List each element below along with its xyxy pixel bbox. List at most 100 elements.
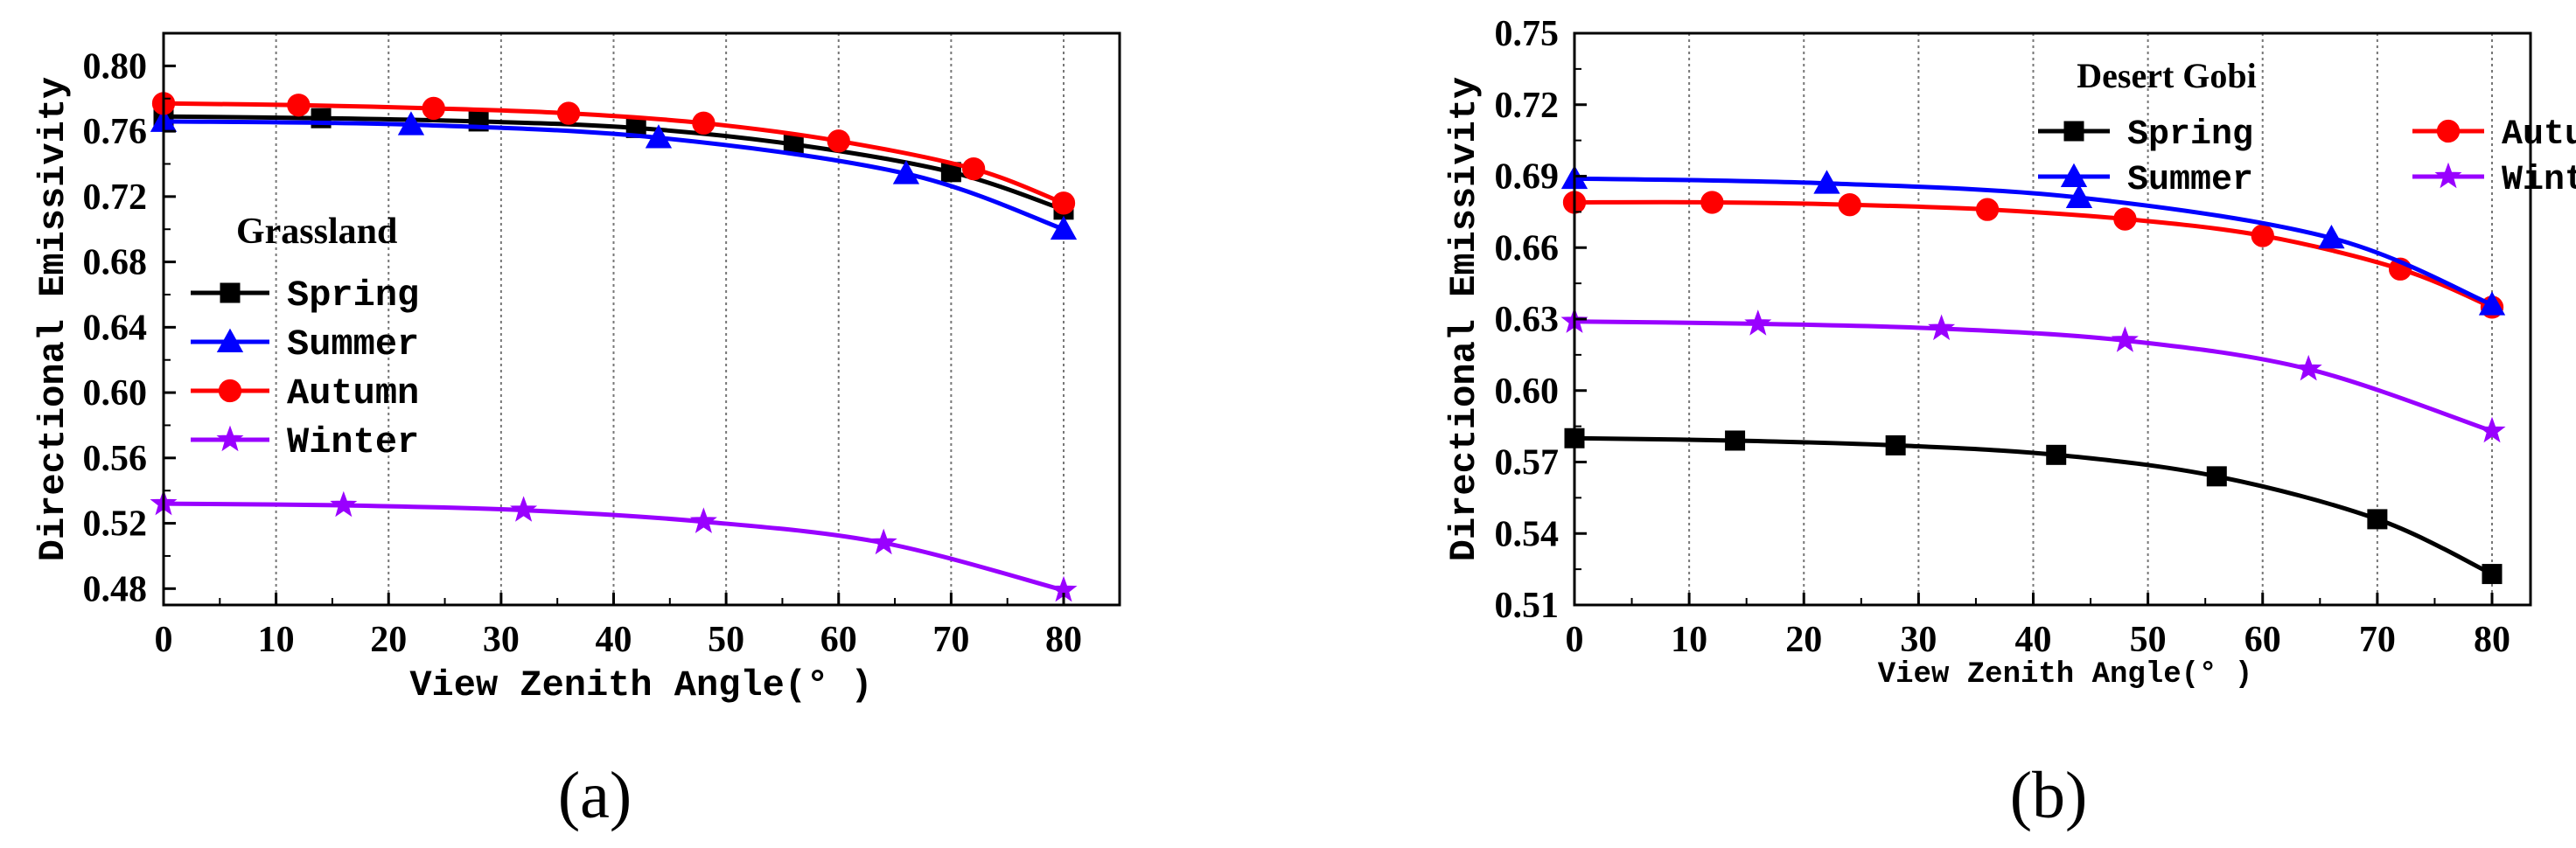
data-point-autumn [2113,207,2137,231]
series-line-autumn [1574,199,2493,309]
y-tick-label: 0.56 [83,439,148,479]
x-tick-label: 80 [1045,620,1082,660]
y-tick-label: 0.64 [83,308,148,348]
data-point-winter [510,496,538,522]
data-point-autumn [422,96,445,121]
legend-marker-winter [216,425,244,452]
x-tick-label: 40 [2015,620,2052,660]
x-tick-label: 60 [2244,620,2281,660]
y-tick-label: 0.72 [83,177,148,218]
x-tick-label: 40 [596,620,632,660]
data-point-spring [1725,430,1746,451]
series-line-summer [163,119,1065,232]
series-line-winter [1574,319,2493,434]
x-tick-label: 10 [1671,620,1707,660]
legend-label-spring: Spring [287,275,419,316]
legend-label-autumn: Autumn [287,372,419,414]
x-tick-label: 50 [2130,620,2167,660]
legend-label-winter: Winter [287,421,419,463]
data-point-autumn [287,94,311,117]
y-tick-label: 0.52 [83,504,148,545]
x-tick-label: 0 [155,620,173,660]
legend-marker-spring [2063,121,2084,142]
x-tick-label: 30 [483,620,520,660]
x-tick-label: 70 [932,620,969,660]
data-point-winter [2478,416,2506,443]
y-tick-label: 0.72 [1495,86,1560,126]
legend-marker-spring [220,282,241,303]
data-point-summer [1813,170,1840,194]
legend-label-winter: Winter [2502,161,2576,200]
data-point-winter [869,528,897,555]
y-tick-label: 0.66 [1495,228,1560,268]
data-point-winter [2294,354,2322,381]
legend-title: Desert Gobi [2077,56,2257,95]
x-tick-label: 0 [1566,620,1584,660]
data-point-autumn [692,111,716,135]
y-tick-label: 0.60 [83,373,148,414]
data-point-winter [1744,309,1772,336]
y-tick-label: 0.63 [1495,300,1560,340]
panel-label: (b) [2010,759,2088,832]
plot-frame [162,31,1121,607]
data-point-winter [2111,326,2139,352]
x-axis-label: View Zenith Angle(° ) [1878,658,2252,692]
data-point-winter [689,507,717,533]
panel-b-desert-gobi: 0 10 20 30 40 50 60 70 80 0.51 0.54 0.57 0.60 0.63 0.6… [1443,14,2576,832]
x-tick-label: 50 [708,620,744,660]
y-tick-label: 0.60 [1495,372,1560,412]
data-point-autumn [1700,191,1724,214]
legend-label-summer: Summer [2127,161,2253,200]
data-point-autumn [1975,198,2000,221]
data-point-summer [2478,291,2506,316]
legend-label-spring: Spring [2127,115,2253,155]
x-axis-label: View Zenith Angle(° ) [409,664,872,706]
legend: Desert Gobi Spring Autumn Summer Winter [2038,56,2576,200]
y-tick-label: 0.69 [1495,157,1560,198]
data-point-winter [1928,314,1956,341]
data-point-winter [330,490,358,518]
data-point-spring [2367,509,2388,530]
x-tick-label: 20 [1785,620,1822,660]
y-tick-label: 0.51 [1495,586,1560,626]
data-point-spring [2482,564,2503,585]
legend-title: Grassland [236,212,397,252]
x-tick-label: 20 [370,620,407,660]
y-tick-label: 0.57 [1495,443,1560,483]
x-tick-label: 60 [820,620,857,660]
data-point-summer [892,160,920,184]
x-tick-label: 10 [258,620,295,660]
legend-marker-summer [2060,163,2088,187]
x-tick-label: 70 [2359,620,2396,660]
y-tick-label: 0.80 [83,46,148,87]
y-tick-label: 0.76 [83,112,148,152]
legend-label-autumn: Autumn [2502,115,2576,155]
legend: Grassland Spring Summer Autumn Winter [191,212,419,463]
legend-label-summer: Summer [287,323,419,365]
data-point-autumn [961,156,986,181]
y-tick-label: 0.48 [83,569,148,609]
panel-label: (a) [558,759,632,832]
data-point-summer [1050,215,1078,240]
data-point-summer [645,124,673,149]
y-axis-label: Directional Emissivity [32,77,74,562]
data-point-summer [2318,225,2345,249]
data-point-summer [397,111,425,136]
y-axis-label: Directional Emissivity [1443,77,1485,562]
data-point-spring [1885,434,1906,455]
y-tick-label: 0.68 [83,243,148,283]
data-point-autumn [2251,224,2274,247]
data-point-autumn [556,101,581,125]
data-point-autumn [827,129,850,153]
data-point-spring [2206,466,2227,487]
panel-a-grassland: 0 10 20 30 40 50 60 70 80 0.48 0.52 0.56 0.60 0.64 0.6… [32,31,1121,832]
x-tick-label: 30 [1900,620,1937,660]
series-line-autumn [163,101,1065,205]
data-point-autumn [1051,191,1076,215]
x-tick-label: 80 [2474,620,2510,660]
data-point-summer [2065,184,2093,208]
y-tick-label: 0.75 [1495,14,1560,54]
series-line-winter [163,501,1065,593]
legend-marker-winter [2434,162,2462,189]
